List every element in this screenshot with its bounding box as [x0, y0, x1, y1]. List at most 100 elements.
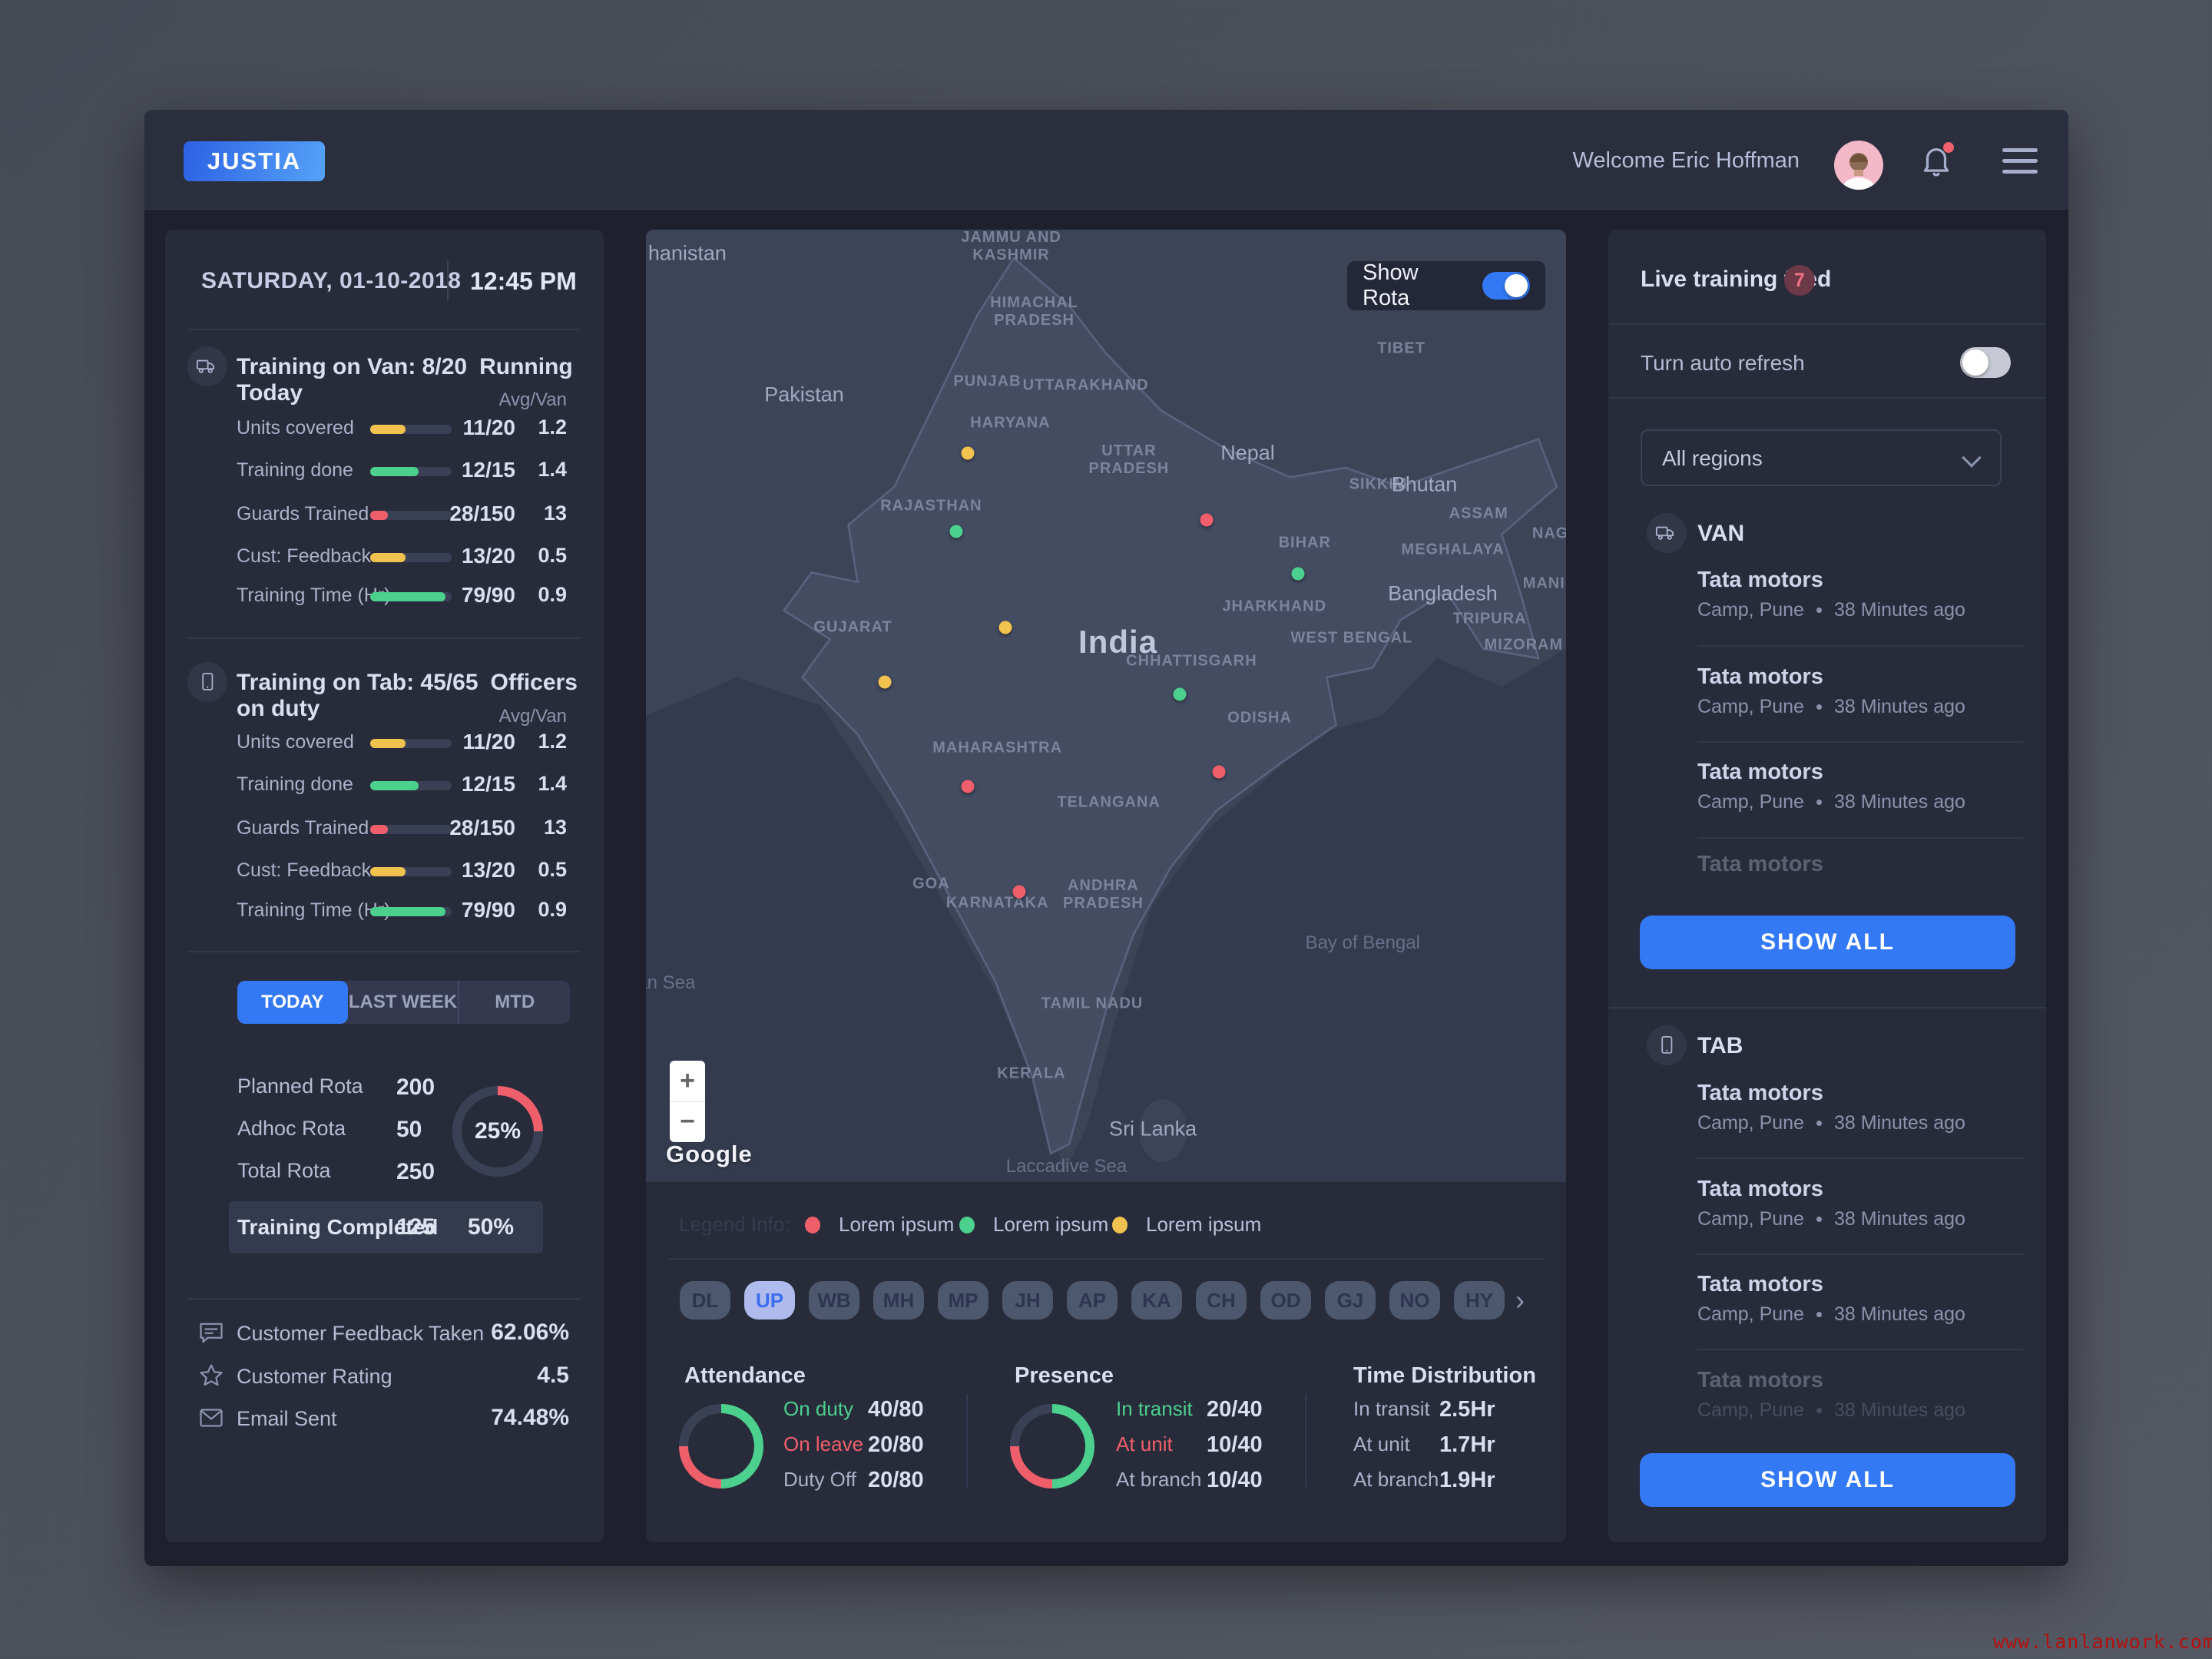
app-logo: JUSTIA: [184, 141, 325, 181]
region-select[interactable]: All regions: [1641, 429, 2002, 486]
rota-donut-chart: 25%: [452, 1086, 543, 1177]
avatar[interactable]: [1834, 141, 1883, 190]
stat-line: On duty 40/80: [783, 1397, 924, 1422]
stat-row: Training Time (Hr) 79/90 0.9: [237, 583, 567, 607]
chips-more-icon[interactable]: ›: [1515, 1284, 1525, 1316]
chip-hy[interactable]: HY: [1454, 1281, 1505, 1320]
divider: [1608, 323, 2046, 325]
map-marker[interactable]: [961, 780, 975, 793]
map-marker[interactable]: [1200, 513, 1214, 527]
feed-item-meta: Camp, Pune 38 Minutes ago: [1697, 1112, 1965, 1134]
stat-row: Units covered 11/20 1.2: [237, 416, 567, 439]
divider: [669, 1258, 1543, 1260]
progress-bar: [370, 867, 452, 876]
feed-item-title[interactable]: Tata motors: [1697, 852, 1823, 876]
map-panel: India JAMMU AND KASHMIR HIMACHAL PRADESH…: [646, 230, 1566, 1542]
feed-item-title[interactable]: Tata motors: [1697, 568, 1823, 592]
progress-bar: [370, 467, 452, 476]
feed-item-title[interactable]: Tata motors: [1697, 760, 1823, 784]
map-marker[interactable]: [949, 525, 963, 538]
chip-no[interactable]: NO: [1389, 1281, 1440, 1320]
stat-row: Cust: Feedback 13/20 0.5: [237, 544, 567, 568]
legend-item: Lorem ipsum: [805, 1213, 954, 1237]
zoom-in-button[interactable]: +: [670, 1061, 705, 1102]
chip-mp[interactable]: MP: [938, 1281, 988, 1320]
chip-gj[interactable]: GJ: [1325, 1281, 1376, 1320]
attendance-title: Attendance: [684, 1363, 806, 1388]
menu-icon[interactable]: [2002, 148, 2038, 174]
map-marker[interactable]: [961, 446, 975, 460]
rota-row: Total Rota 250: [237, 1159, 435, 1184]
divider: [1697, 645, 2023, 647]
tab-mtd[interactable]: MTD: [458, 981, 570, 1024]
stat-line: In transit 2.5Hr: [1353, 1397, 1495, 1422]
header: JUSTIA Welcome Eric Hoffman: [144, 110, 2068, 212]
divider: [447, 260, 449, 300]
progress-bar: [370, 592, 452, 601]
divider: [188, 329, 581, 330]
tab-last-week[interactable]: LAST WEEK: [348, 992, 458, 1012]
chip-up[interactable]: UP: [744, 1281, 795, 1320]
feedback-row: Customer Rating 4.5: [165, 1362, 604, 1392]
avatar-person-icon: [1842, 153, 1876, 190]
progress-bar: [370, 553, 452, 562]
feed-item-title[interactable]: Tata motors: [1697, 664, 1823, 689]
divider: [1608, 397, 2046, 399]
rota-row: Adhoc Rota 50: [237, 1117, 422, 1142]
stat-row: Guards Trained 28/150 13: [237, 816, 567, 839]
chip-ch[interactable]: CH: [1196, 1281, 1247, 1320]
map-marker[interactable]: [1173, 687, 1187, 701]
tab-show-all-button[interactable]: SHOW ALL: [1640, 1453, 2015, 1507]
stat-line: At unit 10/40: [1116, 1432, 1263, 1457]
feed-item-title[interactable]: Tata motors: [1697, 1081, 1823, 1105]
chip-ap[interactable]: AP: [1067, 1281, 1118, 1320]
chip-dl[interactable]: DL: [680, 1281, 730, 1320]
legend-dot: [959, 1216, 975, 1233]
time-distribution-title: Time Distribution: [1353, 1363, 1536, 1388]
chip-wb[interactable]: WB: [809, 1281, 859, 1320]
feed-item-title[interactable]: Tata motors: [1697, 1272, 1823, 1296]
feed-item-title[interactable]: Tata motors: [1697, 1368, 1823, 1392]
map-zoom-control: + −: [670, 1061, 705, 1142]
dashboard: JUSTIA Welcome Eric Hoffman SATURDAY, 01…: [144, 110, 2068, 1566]
feed-item-title[interactable]: Tata motors: [1697, 1177, 1823, 1201]
comment-icon: [197, 1319, 225, 1350]
feed-item-meta: Camp, Pune 38 Minutes ago: [1697, 791, 1965, 813]
notification-dot: [1943, 142, 1954, 153]
tablet-icon: [1647, 1025, 1687, 1065]
map-marker[interactable]: [1212, 765, 1226, 779]
state-chip-bar: DL UP WB MH MP JH AP KA CH OD GJ NO HY: [680, 1281, 1505, 1320]
divider: [1608, 1007, 2046, 1008]
tab-section-title: Training on Tab: 45/65 Officers on duty: [237, 670, 578, 721]
feed-count-badge: 7: [1784, 265, 1815, 296]
chip-ka[interactable]: KA: [1131, 1281, 1182, 1320]
divider: [188, 951, 581, 952]
chevron-down-icon: [1962, 448, 1982, 468]
map-marker[interactable]: [1012, 885, 1026, 899]
chip-od[interactable]: OD: [1260, 1281, 1311, 1320]
stat-line: At branch 1.9Hr: [1353, 1468, 1495, 1492]
chip-jh[interactable]: JH: [1002, 1281, 1053, 1320]
auto-refresh-label: Turn auto refresh: [1641, 351, 1805, 375]
map-marker[interactable]: [1291, 567, 1305, 581]
feedback-row: Email Sent 74.48%: [165, 1404, 604, 1435]
progress-bar: [370, 825, 452, 834]
notification-bell-icon[interactable]: [1919, 142, 1954, 179]
divider: [188, 637, 581, 639]
map-marker[interactable]: [878, 675, 892, 689]
progress-bar: [370, 781, 452, 790]
tab-today[interactable]: TODAY: [237, 981, 348, 1024]
map-marker[interactable]: [998, 621, 1012, 634]
show-rota-label: Show Rota: [1363, 260, 1419, 310]
van-group-title: VAN: [1697, 521, 1745, 546]
india-map[interactable]: India JAMMU AND KASHMIR HIMACHAL PRADESH…: [646, 230, 1566, 1182]
tab-group-title: TAB: [1697, 1033, 1743, 1058]
show-rota-toggle[interactable]: [1482, 272, 1530, 300]
stat-line: On leave 20/80: [783, 1432, 924, 1457]
chip-mh[interactable]: MH: [873, 1281, 924, 1320]
auto-refresh-toggle[interactable]: [1960, 347, 2011, 378]
van-show-all-button[interactable]: SHOW ALL: [1640, 916, 2015, 969]
avg-column-header: Avg/Van: [498, 389, 567, 410]
zoom-out-button[interactable]: −: [680, 1107, 695, 1137]
rota-row: Planned Rota 200: [237, 1075, 435, 1100]
